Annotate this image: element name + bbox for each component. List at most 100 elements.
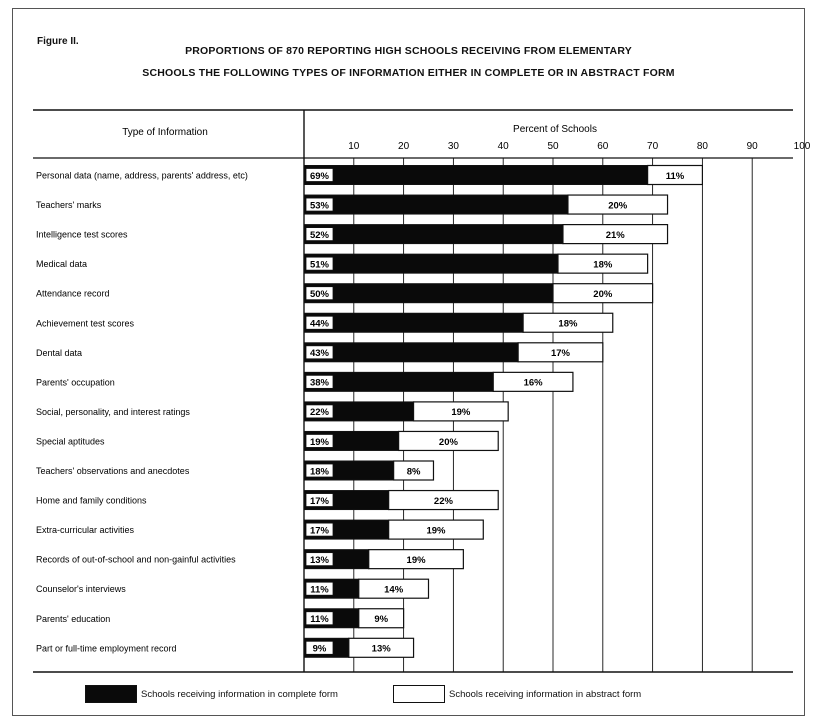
data-label-abstract: 13%	[372, 644, 392, 655]
bar-abstract	[388, 489, 499, 511]
bar-abstract	[358, 578, 430, 599]
bar-abstract	[398, 430, 499, 452]
data-label-complete: 38%	[310, 378, 330, 389]
data-label-complete: 51%	[310, 259, 330, 270]
category-label: Special aptitudes	[36, 436, 105, 446]
data-label-abstract: 11%	[666, 171, 685, 182]
bar-abstract	[647, 164, 703, 186]
bar-abstract	[522, 312, 614, 333]
category-label: Intelligence test scores	[36, 230, 128, 240]
x-tick-label: 70	[647, 141, 659, 152]
category-label: Records of out-of-school and non-gainful…	[36, 555, 236, 565]
data-label-complete: 52%	[310, 230, 330, 241]
chart-title-line-1: PROPORTIONS OF 870 REPORTING HIGH SCHOOL…	[185, 45, 632, 57]
data-label-abstract: 17%	[551, 348, 571, 359]
bar-abstract	[567, 194, 669, 215]
bar-abstract	[368, 549, 464, 570]
x-tick-label: 90	[747, 141, 759, 152]
data-label-complete: 17%	[310, 525, 330, 536]
data-label-abstract: 18%	[558, 319, 578, 330]
x-tick-label: 40	[498, 141, 510, 152]
bar-abstract	[492, 371, 574, 392]
legend-item-abstract: Schools receiving information in abstrac…	[393, 683, 641, 705]
bar-complete	[303, 165, 649, 185]
data-label-complete: 9%	[313, 644, 327, 655]
data-label-abstract: 20%	[608, 200, 628, 211]
category-label: Teachers' marks	[36, 200, 102, 210]
x-tick-label: 10	[348, 141, 360, 152]
category-label: Parents' occupation	[36, 377, 115, 387]
data-label-abstract: 21%	[606, 230, 626, 241]
data-label-abstract: 18%	[593, 259, 613, 270]
x-tick-label: 60	[597, 141, 609, 152]
data-label-complete: 22%	[310, 407, 330, 418]
bar-chart: Type of Information Percent of Schools 10 2…	[33, 109, 811, 673]
data-label-abstract: 16%	[524, 378, 544, 389]
bar-abstract	[517, 342, 604, 363]
data-label-complete: 11%	[310, 614, 329, 625]
bar-complete	[303, 283, 554, 304]
category-label: Counselor's interviews	[36, 584, 126, 594]
x-tick-label: 80	[697, 141, 709, 152]
data-label-complete: 69%	[310, 171, 330, 182]
x-axis-label: Percent of Schools	[513, 124, 597, 135]
legend: Schools receiving information in complet…	[85, 683, 785, 705]
bar-abstract	[393, 460, 435, 481]
bar-abstract	[412, 401, 509, 422]
data-label-abstract: 20%	[593, 289, 613, 300]
data-label-complete: 44%	[310, 319, 330, 330]
bar-abstract	[562, 224, 669, 245]
data-label-box-complete	[305, 374, 334, 389]
data-label-complete: 19%	[310, 437, 330, 448]
data-label-box-complete	[305, 552, 334, 567]
data-label-box-complete	[305, 404, 334, 419]
data-label-box-complete	[305, 256, 334, 271]
data-label-abstract: 14%	[384, 585, 404, 596]
data-label-box-complete	[305, 640, 334, 655]
category-label: Extra-curricular activities	[36, 525, 135, 535]
figure-frame	[12, 8, 805, 716]
category-label: Medical data	[36, 259, 87, 269]
data-label-box-complete	[305, 463, 334, 478]
category-label: Personal data (name, address, parents' a…	[36, 171, 248, 181]
data-label-abstract: 8%	[407, 466, 421, 477]
x-tick-label: 100	[794, 141, 811, 152]
data-label-box-complete	[305, 493, 334, 507]
legend-swatch-abstract	[393, 685, 445, 703]
figure-label: Figure II.	[37, 36, 79, 47]
data-label-abstract: 19%	[426, 525, 446, 536]
data-label-abstract: 22%	[434, 496, 454, 507]
data-label-box-complete	[305, 197, 334, 212]
bar-abstract	[552, 283, 654, 304]
bar-abstract	[358, 608, 405, 629]
data-label-box-complete	[305, 522, 334, 537]
data-label-box-complete	[305, 286, 334, 301]
category-label: Part or full-time employment record	[36, 643, 177, 653]
data-label-box-complete	[305, 611, 334, 626]
bar-complete	[303, 312, 524, 333]
x-tick-label: 30	[448, 141, 460, 152]
category-header: Type of Information	[122, 127, 208, 138]
data-label-complete: 50%	[310, 289, 330, 300]
data-label-abstract: 20%	[439, 437, 459, 448]
chart-title-line-2: SCHOOLS THE FOLLOWING TYPES OF INFORMATI…	[142, 67, 675, 79]
bar-abstract	[388, 519, 484, 540]
bar-complete	[303, 194, 569, 215]
data-label-complete: 43%	[310, 348, 330, 359]
bar-abstract	[348, 637, 415, 658]
category-label: Social, personality, and interest rating…	[36, 407, 190, 417]
category-label: Home and family conditions	[36, 496, 147, 506]
legend-label-abstract: Schools receiving information in abstrac…	[449, 688, 642, 700]
bar-complete	[303, 253, 559, 274]
bar-complete	[303, 224, 564, 245]
legend-item-complete: Schools receiving information in complet…	[85, 683, 338, 705]
data-label-complete: 17%	[310, 496, 330, 507]
data-label-complete: 53%	[310, 200, 330, 211]
data-label-abstract: 9%	[374, 614, 388, 625]
data-label-abstract: 19%	[407, 555, 427, 566]
legend-label-complete: Schools receiving information in complet…	[141, 688, 338, 700]
category-label: Parents' education	[36, 614, 110, 624]
bar-complete	[303, 342, 519, 363]
data-label-complete: 11%	[310, 585, 329, 596]
category-label: Achievement test scores	[36, 318, 135, 328]
